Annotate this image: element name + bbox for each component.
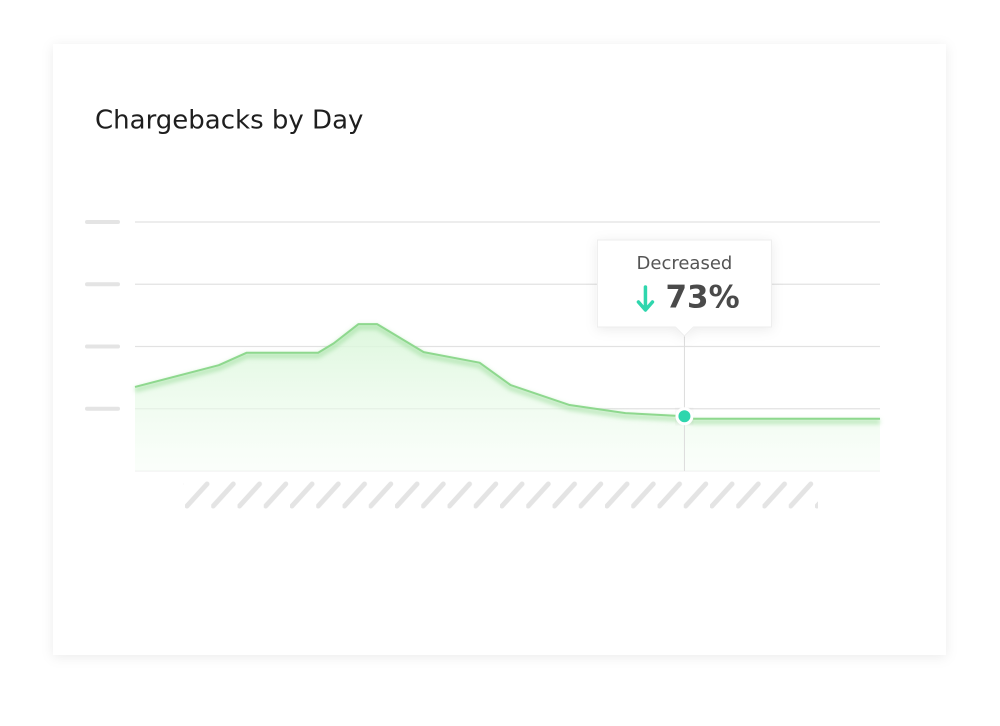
tooltip: [596, 239, 772, 337]
plot: Decreased 73%: [85, 220, 880, 472]
x-label-placeholders: [183, 480, 818, 510]
line-shadow: [134, 324, 880, 425]
arrow-down-icon: [636, 285, 655, 312]
tooltip-label: Decreased: [637, 253, 733, 274]
highlight-point: [675, 407, 694, 426]
line: [134, 323, 880, 420]
tooltip-box: [596, 239, 772, 337]
area: [135, 324, 880, 471]
card: [53, 44, 946, 655]
chart-title: Chargebacks by Day: [95, 106, 363, 136]
tooltip-value: 73%: [665, 280, 739, 316]
